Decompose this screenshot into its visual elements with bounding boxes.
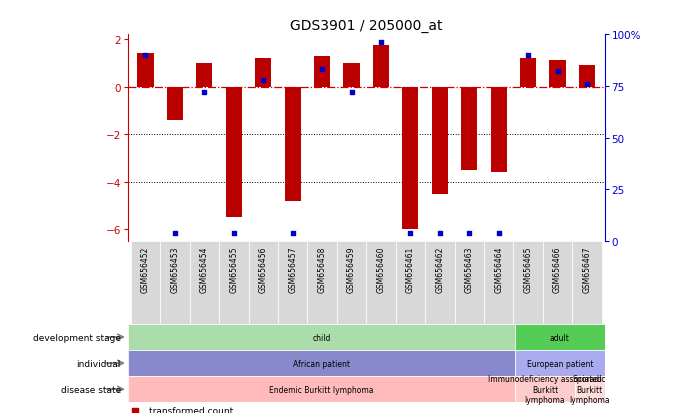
Text: GSM656466: GSM656466 — [553, 246, 562, 292]
Text: European patient: European patient — [527, 359, 593, 368]
Point — [316, 67, 328, 74]
Bar — [167, 87, 183, 121]
Point — [493, 230, 504, 237]
Text: GSM656458: GSM656458 — [318, 246, 327, 292]
Point — [169, 230, 180, 237]
Bar — [402, 87, 419, 230]
Bar — [337, 242, 366, 324]
Bar — [128, 350, 515, 376]
Bar — [314, 57, 330, 87]
Text: transformed count: transformed count — [149, 406, 234, 413]
Text: development stage: development stage — [33, 333, 121, 342]
Text: GSM656467: GSM656467 — [583, 246, 591, 292]
Text: Immunodeficiency associated
Burkitt
lymphoma: Immunodeficiency associated Burkitt lymp… — [488, 375, 602, 404]
Point — [434, 230, 445, 237]
Bar — [425, 242, 455, 324]
Bar — [138, 54, 153, 87]
Text: GSM656453: GSM656453 — [171, 246, 180, 292]
Point — [375, 40, 386, 47]
Bar — [515, 350, 605, 376]
Bar — [226, 87, 242, 218]
Text: GSM656457: GSM656457 — [288, 246, 297, 292]
Text: GSM656456: GSM656456 — [258, 246, 267, 292]
Point — [552, 69, 563, 76]
Text: GSM656460: GSM656460 — [377, 246, 386, 292]
Point — [405, 230, 416, 237]
Bar — [255, 59, 272, 87]
Bar — [285, 87, 301, 201]
Bar — [513, 242, 543, 324]
Text: GSM656464: GSM656464 — [494, 246, 503, 292]
Point — [199, 90, 210, 96]
Bar — [432, 87, 448, 194]
Text: adult: adult — [550, 333, 570, 342]
Text: GSM656452: GSM656452 — [141, 246, 150, 292]
Text: Endemic Burkitt lymphoma: Endemic Burkitt lymphoma — [269, 385, 374, 394]
Bar — [543, 242, 572, 324]
Bar — [128, 376, 515, 402]
Text: African patient: African patient — [293, 359, 350, 368]
Bar — [196, 64, 212, 87]
Bar — [572, 242, 602, 324]
Bar — [160, 242, 189, 324]
Bar — [366, 242, 396, 324]
Point — [522, 52, 533, 59]
Text: child: child — [312, 333, 331, 342]
Bar — [515, 376, 575, 402]
Point — [346, 90, 357, 96]
Bar — [128, 324, 515, 350]
Bar — [278, 242, 307, 324]
Text: individual: individual — [77, 359, 121, 368]
Bar — [575, 376, 605, 402]
Bar — [484, 242, 513, 324]
Point — [287, 230, 299, 237]
Bar — [579, 66, 595, 87]
Text: GSM656462: GSM656462 — [435, 246, 444, 292]
Bar — [549, 61, 566, 87]
Text: disease state: disease state — [61, 385, 121, 394]
Text: GSM656459: GSM656459 — [347, 246, 356, 292]
Bar — [520, 59, 536, 87]
Text: GSM656465: GSM656465 — [524, 246, 533, 292]
Title: GDS3901 / 205000_at: GDS3901 / 205000_at — [290, 19, 442, 33]
Bar — [455, 242, 484, 324]
Text: GSM656454: GSM656454 — [200, 246, 209, 292]
Bar — [491, 87, 507, 173]
Text: GSM656461: GSM656461 — [406, 246, 415, 292]
Text: GSM656463: GSM656463 — [465, 246, 474, 292]
Bar — [249, 242, 278, 324]
Bar — [396, 242, 425, 324]
Point — [581, 81, 592, 88]
Bar — [131, 242, 160, 324]
Point — [140, 52, 151, 59]
Bar — [307, 242, 337, 324]
Text: GSM656455: GSM656455 — [229, 246, 238, 292]
Text: Sporadic
Burkitt
lymphoma: Sporadic Burkitt lymphoma — [569, 375, 610, 404]
Point — [464, 230, 475, 237]
Bar — [373, 46, 389, 87]
Bar — [219, 242, 249, 324]
Bar — [343, 64, 359, 87]
Bar — [461, 87, 477, 171]
Bar — [515, 324, 605, 350]
Point — [228, 230, 239, 237]
Bar — [189, 242, 219, 324]
Point — [129, 407, 140, 413]
Point — [258, 77, 269, 84]
